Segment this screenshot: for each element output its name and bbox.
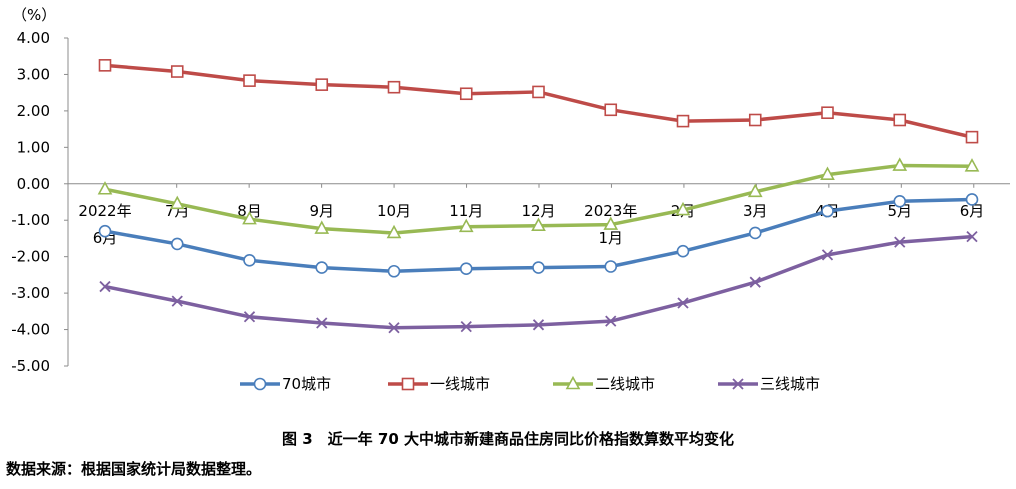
series-line (104, 234, 973, 330)
data-point (565, 375, 581, 390)
data-point (460, 321, 472, 333)
legend-item: 一线城市 (388, 375, 490, 393)
data-point (821, 204, 834, 218)
x-tick-label: 10月 (377, 202, 411, 220)
series-group (97, 59, 980, 334)
data-point (387, 80, 401, 94)
y-tick-label: -4.00 (11, 321, 50, 339)
data-point (169, 195, 185, 210)
data-point (894, 236, 906, 248)
series-4 (99, 230, 978, 334)
series-line (104, 63, 973, 139)
y-tick-label: -2.00 (11, 248, 50, 266)
data-point (531, 217, 546, 231)
legend-label: 二线城市 (595, 375, 655, 393)
data-point (99, 280, 111, 293)
data-point (170, 65, 184, 78)
data-point (387, 264, 401, 278)
data-point (401, 377, 415, 391)
line-chart: （%） 4.00 3.00 2.00 1.00 0.00 -1.00 -2.00 -3.00 -… (11, 6, 1010, 393)
data-point (532, 261, 545, 274)
x-tick-label: 2022年 (78, 202, 131, 220)
data-point (459, 87, 473, 101)
y-tick-label: 2.00 (17, 102, 50, 120)
x-tick-label: 2023年 (584, 202, 637, 220)
y-tick-label: 1.00 (17, 138, 50, 156)
data-point (965, 193, 979, 206)
y-tick-label: 4.00 (17, 29, 50, 47)
data-point (253, 377, 267, 391)
data-point (532, 85, 545, 99)
data-point (243, 311, 256, 323)
legend: 70城市 一线城市 二线城市 三线城市 (240, 375, 820, 393)
data-point (98, 59, 112, 72)
data-point (315, 78, 329, 91)
data-point (676, 114, 690, 128)
data-point (605, 315, 617, 327)
legend-item: 70城市 (240, 375, 331, 393)
y-axis-label: （%） (12, 6, 56, 24)
x-tick-label: 11月 (449, 202, 483, 220)
data-point (314, 220, 330, 234)
series-3 (97, 157, 980, 239)
data-point (242, 210, 257, 225)
x-tick-label: 1月 (598, 229, 623, 247)
y-tick-label: -1.00 (11, 211, 50, 229)
data-point (532, 319, 545, 331)
data-point (98, 224, 112, 238)
x-tick-label: 9月 (309, 202, 334, 220)
data-point (675, 201, 691, 216)
data-point (965, 130, 979, 144)
data-point (677, 297, 689, 309)
y-tick-label: 3.00 (17, 65, 50, 83)
data-point (243, 254, 256, 267)
data-point (749, 276, 761, 288)
data-point (171, 295, 183, 307)
x-tick-label: 12月 (521, 202, 555, 220)
series-1 (98, 193, 979, 278)
y-tick-label: -3.00 (11, 284, 50, 302)
legend-label: 70城市 (282, 375, 331, 393)
y-axis-ticks: 4.00 3.00 2.00 1.00 0.00 -1.00 -2.00 -3.00 -4.00… (11, 29, 50, 375)
legend-label: 三线城市 (760, 375, 820, 393)
data-point (820, 166, 835, 180)
chart-title: 图 3 近一年 70 大中城市新建商品住房同比价格指数算数平均变化 (282, 430, 734, 448)
data-point (747, 183, 763, 198)
data-point (748, 226, 762, 240)
data-point (604, 260, 618, 273)
data-point (458, 218, 474, 233)
data-point (97, 181, 113, 195)
data-point (243, 74, 256, 87)
data-point (732, 378, 744, 390)
x-tick-label: 5月 (887, 202, 912, 220)
data-point (676, 244, 690, 258)
source-note: 数据来源：根据国家统计局数据整理。 (6, 460, 262, 478)
data-point (964, 158, 980, 172)
data-point (315, 261, 329, 274)
data-point (821, 249, 834, 261)
y-tick-label: -5.00 (11, 357, 50, 375)
data-point (603, 216, 619, 230)
data-point (892, 157, 908, 171)
legend-item: 三线城市 (718, 375, 820, 393)
data-point (748, 113, 762, 127)
data-point (388, 322, 400, 334)
data-point (604, 103, 618, 117)
x-tick-label: 3月 (743, 202, 768, 220)
legend-item: 二线城市 (553, 375, 655, 393)
data-point (316, 317, 328, 329)
data-point (386, 224, 402, 239)
x-tick-label: 6月 (960, 202, 985, 220)
data-point (966, 230, 978, 243)
legend-label: 一线城市 (430, 375, 490, 393)
series-2 (98, 59, 979, 144)
data-point (893, 194, 907, 208)
y-tick-label: 0.00 (17, 175, 50, 193)
data-point (459, 262, 473, 275)
data-point (170, 237, 184, 251)
data-point (893, 113, 907, 127)
data-point (821, 106, 834, 120)
